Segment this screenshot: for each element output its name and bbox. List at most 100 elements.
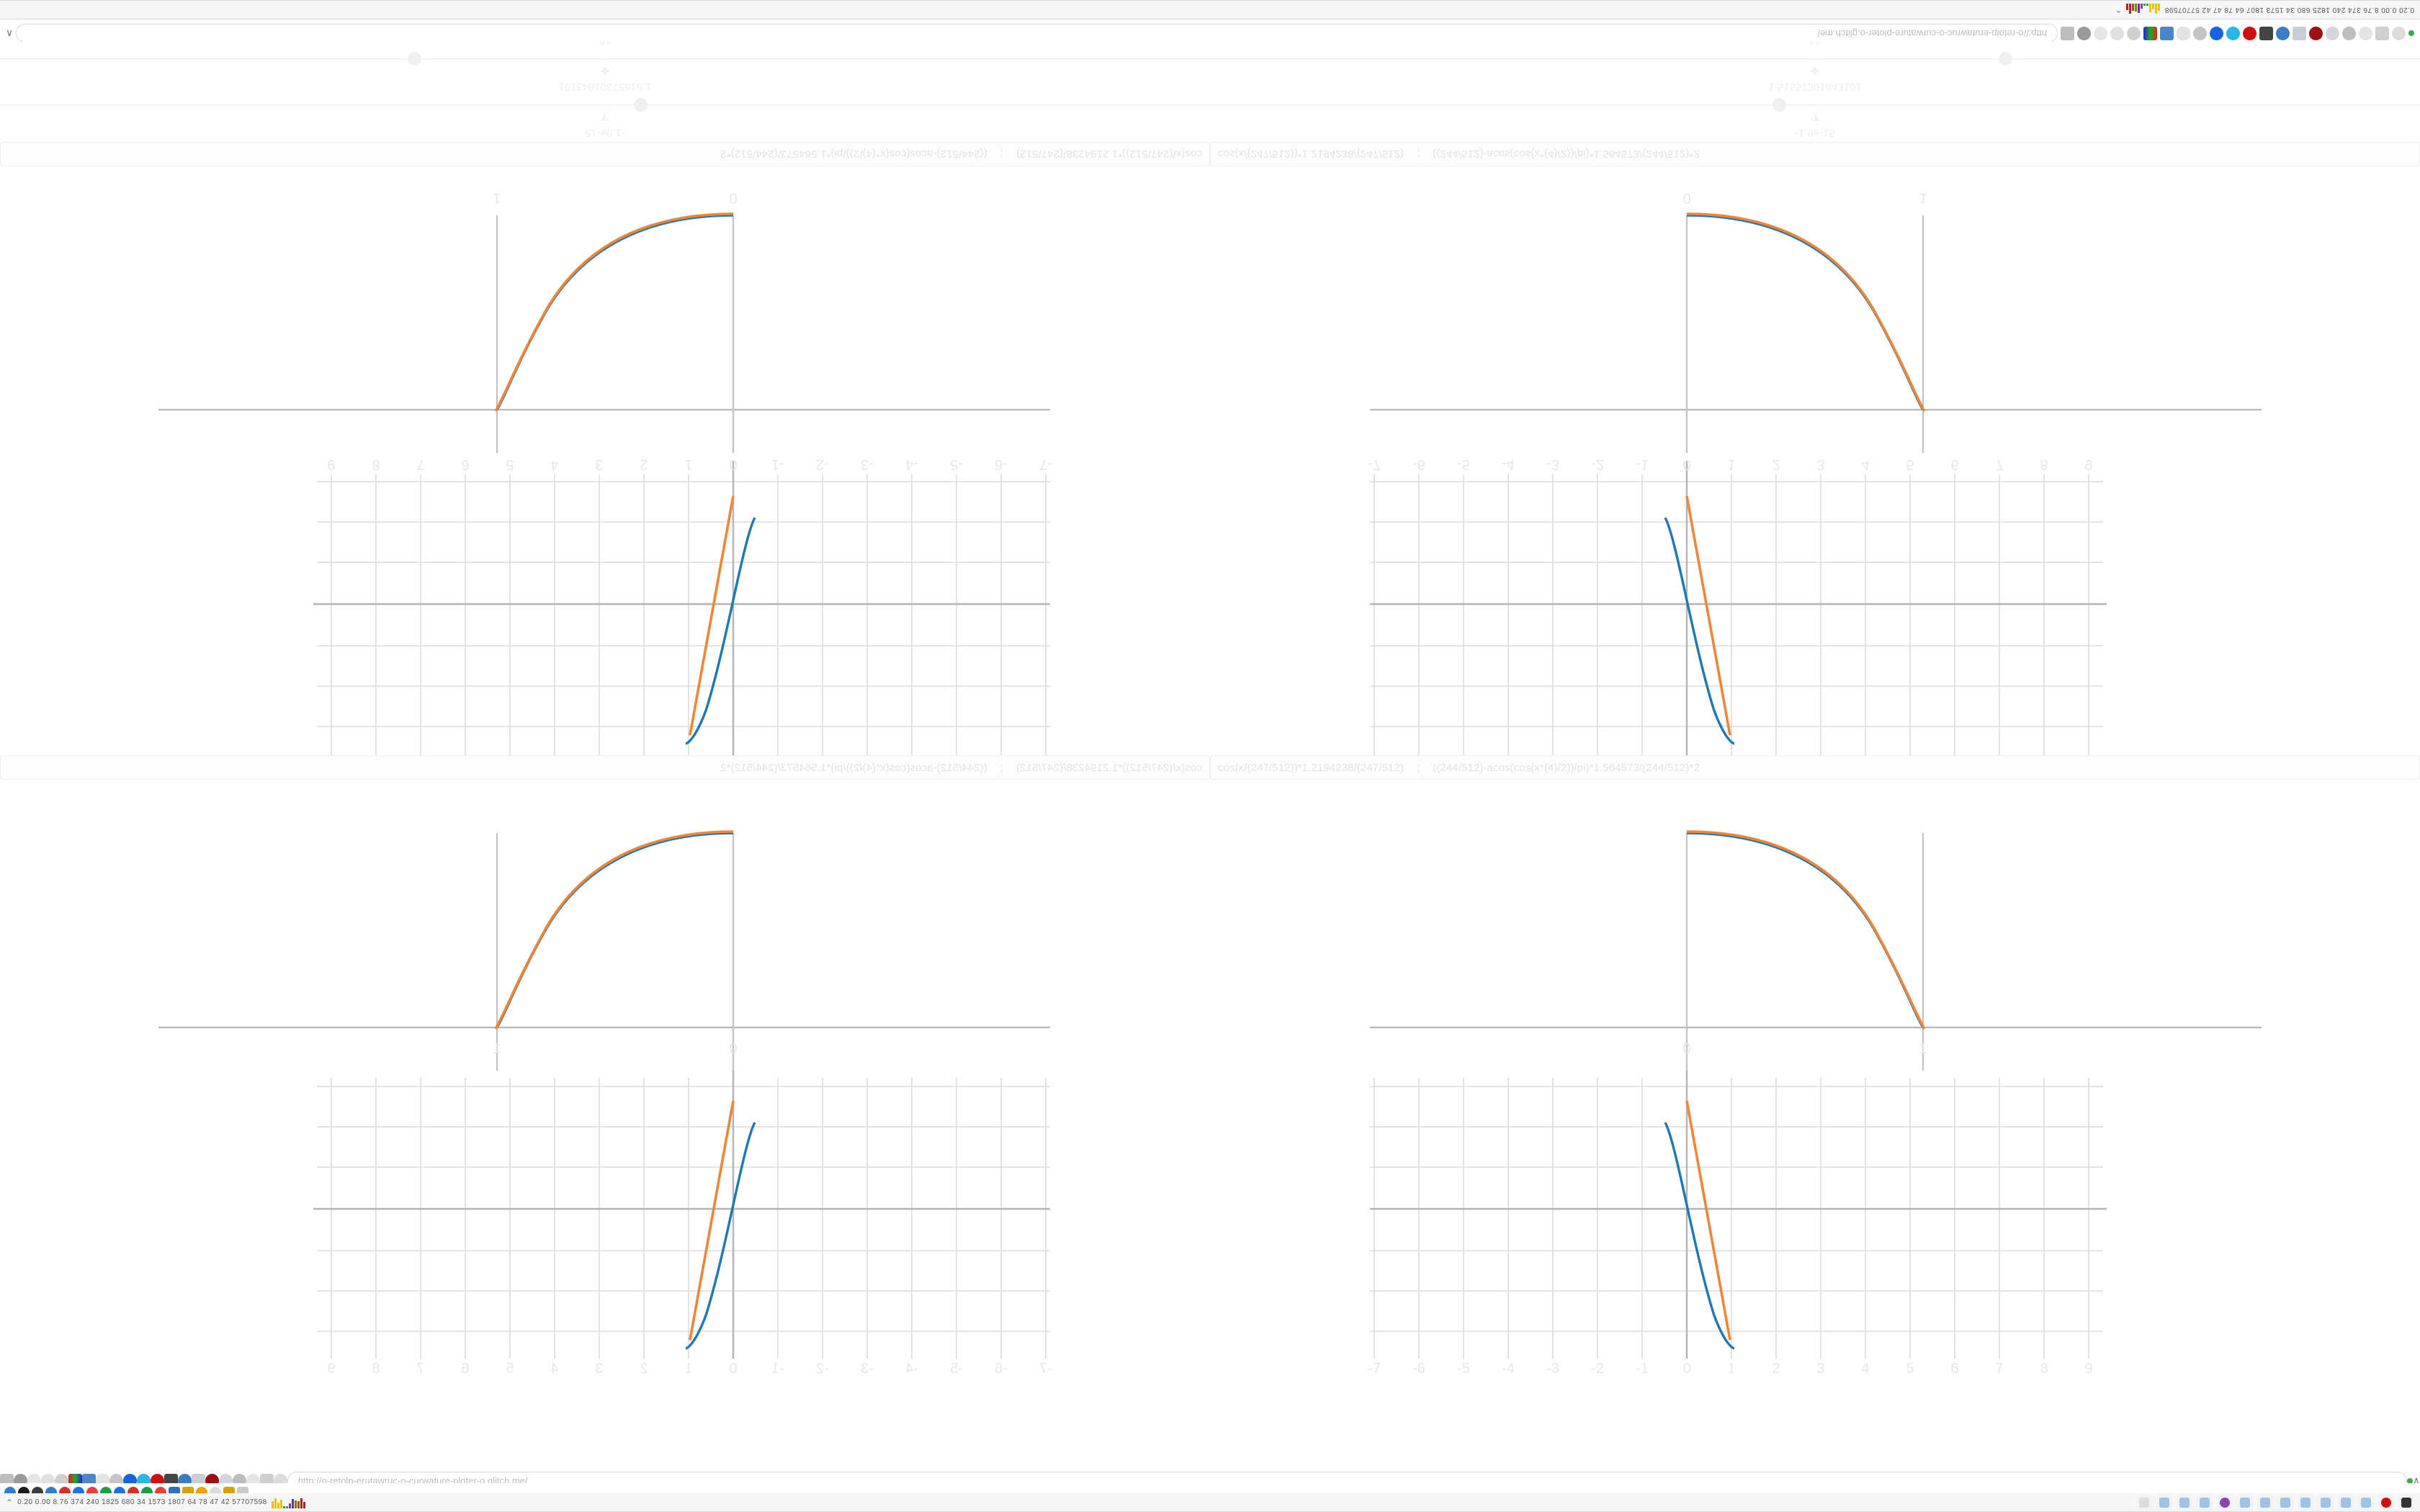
svg-text:-2: -2 bbox=[1591, 1361, 1604, 1377]
tab-item[interactable] bbox=[2217, 1493, 2233, 1511]
svg-text:0: 0 bbox=[1682, 1361, 1690, 1377]
tab-item[interactable] bbox=[2398, 1493, 2414, 1511]
svg-text:-1: -1 bbox=[771, 456, 784, 472]
formula-bar-bottom[interactable]: cos(x/(247/512))*1.2194238/(247/512) ; (… bbox=[0, 755, 1210, 780]
formula-bar-top[interactable]: cos(x/(247/512))*1.2194238/(247/512) ; (… bbox=[0, 142, 1210, 166]
tab-item[interactable] bbox=[2378, 1493, 2394, 1511]
svg-text:-4: -4 bbox=[1502, 456, 1515, 472]
settings-gear-icon[interactable] bbox=[2193, 27, 2207, 40]
slider-glyph-icon: ⧩ bbox=[600, 112, 610, 123]
reader-icon[interactable] bbox=[2293, 27, 2306, 40]
slider-row[interactable]: -1.9e-15 ⧩ bbox=[1210, 93, 2420, 139]
svg-text:6: 6 bbox=[461, 456, 469, 472]
slider-row[interactable]: 1.51557301843101 ✤ bbox=[1210, 47, 2420, 93]
tab-item[interactable] bbox=[2177, 1493, 2192, 1511]
svg-text:3: 3 bbox=[1816, 1361, 1824, 1377]
status-caret: ⌃ bbox=[2115, 4, 2123, 15]
tab-item[interactable] bbox=[2197, 1493, 2213, 1511]
slider-value: 10 bbox=[0, 42, 1210, 47]
tab-item[interactable] bbox=[2358, 1493, 2374, 1511]
tab-item[interactable] bbox=[2136, 1493, 2152, 1511]
highlighter-icon[interactable] bbox=[2143, 27, 2157, 40]
calc-icon bbox=[2341, 1497, 2351, 1508]
slider-knob[interactable] bbox=[633, 98, 647, 112]
slider-knob[interactable] bbox=[407, 52, 421, 66]
upper-plot-svg bbox=[313, 460, 1050, 755]
svg-text:-3: -3 bbox=[1546, 1361, 1559, 1377]
ublock-icon[interactable] bbox=[2309, 27, 2323, 40]
slider-track[interactable] bbox=[1210, 58, 2420, 60]
sync-icon[interactable] bbox=[2226, 27, 2240, 40]
menu-dots-icon[interactable] bbox=[2408, 30, 2414, 37]
calc-icon bbox=[2300, 1497, 2311, 1508]
svg-text:-2: -2 bbox=[1591, 456, 1604, 472]
svg-text:-7: -7 bbox=[1368, 456, 1381, 472]
slider-track[interactable] bbox=[1210, 104, 2420, 106]
tab-item[interactable] bbox=[2318, 1493, 2334, 1511]
tab-item[interactable] bbox=[2156, 1493, 2172, 1511]
svg-text:4: 4 bbox=[550, 456, 558, 472]
tab-item[interactable] bbox=[2277, 1493, 2293, 1511]
series-orange bbox=[1685, 495, 1731, 736]
upper-grid-plot[interactable]: -7 -6 -5 -4 -3 -2 -1 0 1 2 3 4 5 6 7 8 9 bbox=[1210, 453, 2420, 755]
series-blue bbox=[1664, 517, 1735, 745]
slider-row[interactable]: -1.9e-15 ⧩ bbox=[0, 93, 1210, 139]
svg-text:1: 1 bbox=[493, 1041, 501, 1057]
collapse-chevron-icon[interactable]: ∧ bbox=[6, 28, 14, 40]
svg-text:-6: -6 bbox=[1412, 1361, 1425, 1377]
formula-bar-bottom[interactable]: cos(x/(247/512))*1.2194238/(247/512) ; (… bbox=[1210, 755, 2420, 780]
translate-icon[interactable] bbox=[2061, 27, 2074, 40]
upper-grid-plot[interactable]: -7 -6 -5 -4 -3 -2 -1 0 1 2 3 4 5 6 7 8 9 bbox=[0, 453, 1210, 755]
share-network-icon[interactable] bbox=[2276, 27, 2290, 40]
slider-row[interactable]: 1.51557301843101 ✤ bbox=[0, 47, 1210, 93]
menu-dots-icon[interactable] bbox=[2406, 1477, 2413, 1484]
slider-track[interactable] bbox=[0, 104, 1210, 106]
add-plus-icon[interactable] bbox=[2210, 27, 2223, 40]
slider-row[interactable]: 10 ◎ bbox=[1210, 42, 2420, 47]
download-icon[interactable] bbox=[2127, 27, 2141, 40]
tab-item[interactable] bbox=[2237, 1493, 2253, 1511]
translate-page-icon[interactable] bbox=[2160, 27, 2174, 40]
svg-text:-1: -1 bbox=[771, 1361, 784, 1377]
upper-grid-plot[interactable]: -7 -6 -5 -4 -3 -2 -1 0 1 2 3 4 5 6 7 8 9 bbox=[1210, 1071, 2420, 1380]
reload-icon[interactable] bbox=[2110, 27, 2124, 40]
slider-knob[interactable] bbox=[1999, 52, 2013, 66]
record-icon[interactable] bbox=[2243, 27, 2257, 40]
upper-xtick-labels: -7 -6 -5 -4 -3 -2 -1 0 1 2 3 4 5 6 7 8 9 bbox=[1368, 1361, 2092, 1377]
svg-text:7: 7 bbox=[416, 1361, 424, 1377]
svg-text:6: 6 bbox=[461, 1361, 469, 1377]
gear-icon[interactable] bbox=[2392, 27, 2406, 40]
calc-icon bbox=[2240, 1497, 2250, 1508]
slider-knob[interactable] bbox=[1773, 98, 1787, 112]
svg-text:0: 0 bbox=[729, 1041, 737, 1057]
upper-xtick-labels: -7 -6 -5 -4 -3 -2 -1 0 1 2 3 4 5 6 7 8 9 bbox=[1368, 456, 2092, 472]
slider-glyph-icon: ⧩ bbox=[1810, 112, 1820, 123]
trash-icon[interactable] bbox=[2259, 27, 2273, 40]
svg-text:-4: -4 bbox=[905, 456, 918, 472]
svg-text:1: 1 bbox=[1919, 190, 1927, 206]
globe-icon[interactable] bbox=[2342, 27, 2356, 40]
tab-item[interactable] bbox=[2298, 1493, 2313, 1511]
collapse-chevron-icon[interactable]: ∧ bbox=[2412, 1475, 2420, 1486]
slider-track[interactable] bbox=[0, 58, 1210, 60]
upper-grid-plot[interactable]: -7 -6 -5 -4 -3 -2 -1 0 1 2 3 4 5 6 7 8 9 bbox=[0, 1071, 1210, 1380]
wrench-icon[interactable] bbox=[2375, 27, 2389, 40]
bookmark-star-icon[interactable] bbox=[2077, 27, 2091, 40]
thumbs-up-icon[interactable] bbox=[2359, 27, 2372, 40]
svg-text:2: 2 bbox=[640, 456, 647, 472]
shield-icon[interactable] bbox=[2326, 27, 2339, 40]
svg-text:1: 1 bbox=[493, 190, 501, 206]
doc-icon bbox=[2200, 1497, 2210, 1508]
formula-bar-top[interactable]: cos(x/(247/512))*1.2194238/(247/512) ; (… bbox=[1210, 142, 2420, 166]
capsule-icon[interactable] bbox=[2177, 27, 2190, 40]
url-input[interactable]: http://o-retolp-erutawruc-o-curwature-pl… bbox=[16, 24, 2058, 43]
forward-arrow-icon[interactable] bbox=[2094, 27, 2107, 40]
tab-item[interactable] bbox=[2338, 1493, 2354, 1511]
tab-item[interactable] bbox=[2257, 1493, 2273, 1511]
slider-row[interactable]: 10 ◎ bbox=[0, 42, 1210, 47]
